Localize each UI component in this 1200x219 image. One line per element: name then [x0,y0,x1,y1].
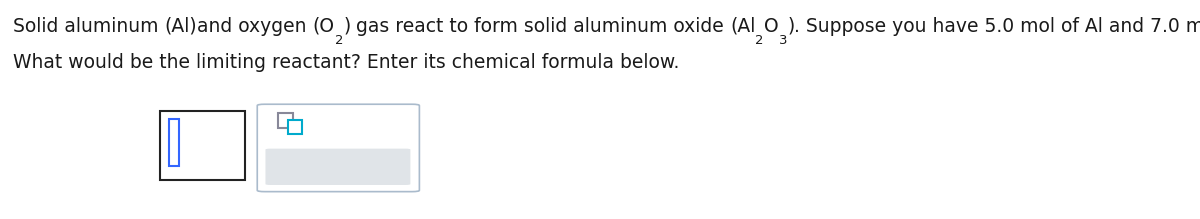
Text: 3: 3 [779,34,787,47]
Text: ): ) [343,17,350,36]
Text: What would be the limiting reactant? Enter its chemical formula below.: What would be the limiting reactant? Ent… [13,53,679,72]
Text: Solid aluminum: Solid aluminum [13,17,164,36]
FancyBboxPatch shape [288,120,302,134]
Text: (Al): (Al) [164,17,197,36]
Text: and oxygen: and oxygen [197,17,313,36]
Text: (Al: (Al [730,17,756,36]
Text: . Suppose you have 5.0 mol of Al and 7.0 mol of O: . Suppose you have 5.0 mol of Al and 7.0… [794,17,1200,36]
Text: (O: (O [313,17,335,36]
Text: ×: × [294,158,308,176]
Text: 2: 2 [756,34,764,47]
Text: O: O [764,17,779,36]
FancyBboxPatch shape [257,104,419,192]
Text: ?: ? [361,158,370,176]
Text: gas react to form solid aluminum oxide: gas react to form solid aluminum oxide [350,17,730,36]
FancyBboxPatch shape [160,111,245,180]
Text: ): ) [787,17,794,36]
Text: ↺: ↺ [326,158,341,176]
Text: 2: 2 [335,34,343,47]
FancyBboxPatch shape [265,149,410,185]
FancyBboxPatch shape [278,113,293,128]
